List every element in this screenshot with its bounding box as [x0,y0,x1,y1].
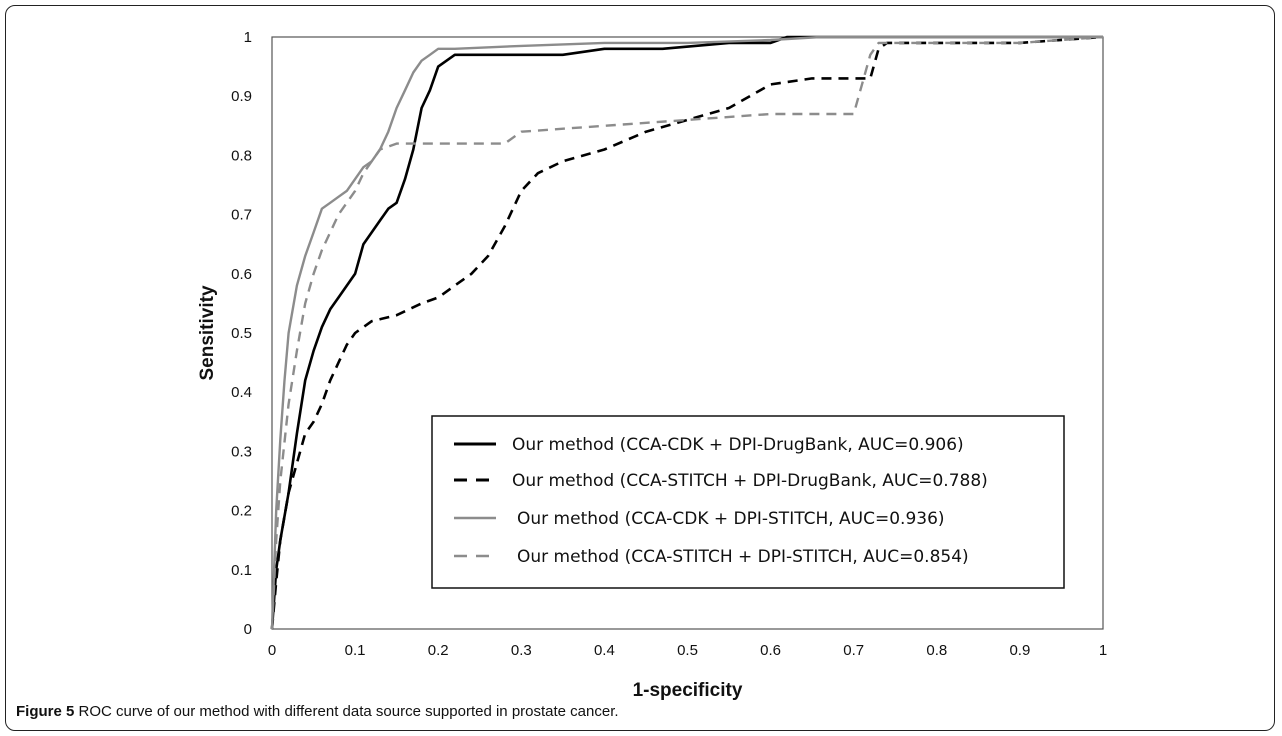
y-axis-ticks: 0 0.1 0.2 0.3 0.4 0.5 0.6 0.7 0.8 0.9 1 [231,29,252,638]
x-tick-label: 0.5 [677,642,698,659]
x-tick-label: 0.7 [843,642,864,659]
x-axis-title: 1-specificity [633,680,743,700]
x-tick-label: 0 [268,642,276,659]
legend-item: Our method (CCA-STITCH + DPI-STITCH, AUC… [454,547,969,567]
y-tick-label: 0.5 [231,325,252,342]
y-tick-label: 0.9 [231,88,252,105]
x-tick-label: 0.6 [760,642,781,659]
y-tick-label: 0.8 [231,147,252,164]
x-tick-label: 0.9 [1009,642,1030,659]
legend-item: Our method (CCA-CDK + DPI-STITCH, AUC=0.… [454,509,945,529]
y-tick-label: 0.7 [231,207,252,224]
y-tick-label: 1 [244,29,252,46]
legend: Our method (CCA-CDK + DPI-DrugBank, AUC=… [432,416,1064,588]
y-tick-label: 0 [244,621,252,638]
x-axis-ticks: 0 0.1 0.2 0.3 0.4 0.5 0.6 0.7 0.8 0.9 1 [268,642,1107,659]
x-tick-label: 0.3 [511,642,532,659]
legend-label: Our method (CCA-STITCH + DPI-DrugBank, A… [512,471,988,491]
legend-item: Our method (CCA-STITCH + DPI-DrugBank, A… [454,471,988,491]
x-tick-label: 1 [1099,642,1107,659]
y-tick-label: 0.2 [231,503,252,520]
x-tick-label: 0.2 [428,642,449,659]
x-tick-label: 0.1 [345,642,366,659]
x-tick-label: 0.4 [594,642,615,659]
legend-label: Our method (CCA-CDK + DPI-STITCH, AUC=0.… [517,509,945,529]
x-tick-label: 0.8 [926,642,947,659]
y-tick-label: 0.4 [231,384,252,401]
legend-label: Our method (CCA-STITCH + DPI-STITCH, AUC… [517,547,969,567]
y-axis-title: Sensitivity [197,285,218,380]
legend-item: Our method (CCA-CDK + DPI-DrugBank, AUC=… [454,435,964,455]
caption-label: Figure 5 [16,703,74,720]
y-tick-label: 0.1 [231,562,252,579]
roc-chart: 0 0.1 0.2 0.3 0.4 0.5 0.6 0.7 0.8 0.9 1 0 0.1 0.2 0.3… [0,0,1282,700]
figure-caption: Figure 5 ROC curve of our method with di… [16,703,619,720]
y-tick-label: 0.6 [231,266,252,283]
y-tick-label: 0.3 [231,443,252,460]
caption-text: ROC curve of our method with different d… [79,703,619,720]
legend-label: Our method (CCA-CDK + DPI-DrugBank, AUC=… [512,435,964,455]
